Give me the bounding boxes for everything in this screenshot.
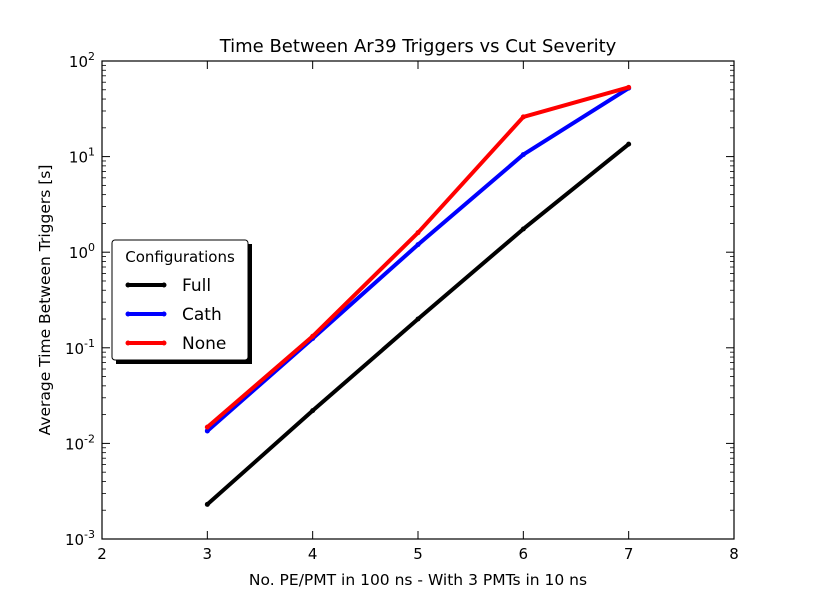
x-axis: 2 3 4 5 6 7 8 [97, 61, 739, 563]
legend: Configurations Full Cath None [111, 239, 252, 364]
legend-label-none: None [182, 334, 226, 354]
y-tick-label: 102 [69, 50, 95, 71]
x-tick-label: 2 [97, 545, 107, 563]
data-point-full [415, 316, 421, 322]
data-point-full [204, 501, 210, 507]
data-point-none [626, 84, 632, 90]
legend-marker-cath [161, 311, 167, 317]
y-axis: 10-3 10-2 10-1 100 101 102 [65, 50, 734, 549]
x-tick-label: 8 [729, 545, 739, 563]
data-point-cath [204, 428, 210, 434]
legend-label-full: Full [182, 276, 211, 296]
legend-marker-cath [125, 311, 131, 317]
y-tick-label: 101 [69, 146, 95, 167]
legend-box [111, 239, 249, 361]
x-tick-label: 3 [203, 545, 213, 563]
data-point-cath [520, 152, 526, 158]
x-axis-label: No. PE/PMT in 100 ns - With 3 PMTs in 10… [249, 571, 587, 589]
legend-label-cath: Cath [182, 305, 222, 325]
x-tick-label: 6 [519, 545, 529, 563]
legend-marker-full [125, 282, 131, 288]
chart-title: Time Between Ar39 Triggers vs Cut Severi… [219, 36, 617, 57]
y-tick-label: 100 [69, 241, 95, 262]
legend-marker-none [125, 340, 131, 346]
legend-title: Configurations [125, 248, 235, 266]
data-point-none [415, 230, 421, 236]
x-tick-label: 7 [624, 545, 634, 563]
y-tick-label: 10-1 [65, 337, 95, 358]
series-line-full [206, 142, 630, 506]
y-tick-label: 10-3 [65, 528, 95, 549]
data-point-none [310, 333, 316, 339]
data-point-none [520, 114, 526, 120]
legend-marker-none [161, 340, 167, 346]
series-line-cath [206, 86, 630, 433]
data-point-full [520, 226, 526, 232]
y-axis-label: Average Time Between Triggers [s] [36, 165, 54, 436]
series-layer [204, 84, 632, 507]
data-point-none [204, 424, 210, 430]
y-tick-label: 10-2 [65, 432, 95, 453]
x-tick-label: 5 [413, 545, 423, 563]
data-point-cath [415, 242, 421, 248]
legend-marker-full [161, 282, 167, 288]
x-tick-label: 4 [308, 545, 318, 563]
data-point-full [626, 141, 632, 147]
data-point-full [310, 408, 316, 414]
